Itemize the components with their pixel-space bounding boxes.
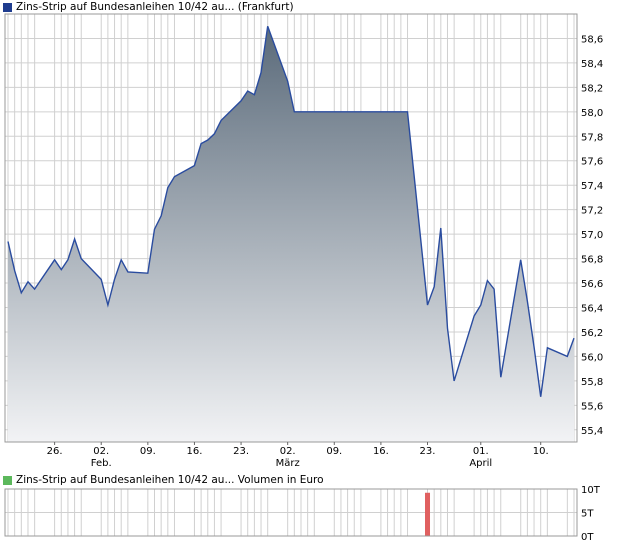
price-x-tick-label: 26. bbox=[47, 446, 63, 457]
price-y-tick-label: 58,2 bbox=[581, 83, 603, 94]
volume-legend-label: Zins-Strip auf Bundesanleihen 10/42 au..… bbox=[16, 474, 324, 486]
price-legend: Zins-Strip auf Bundesanleihen 10/42 au..… bbox=[3, 0, 294, 14]
price-y-tick-label: 58,6 bbox=[581, 34, 603, 45]
price-x-tick-label: 16. bbox=[373, 446, 389, 457]
price-y-tick-label: 57,6 bbox=[581, 157, 603, 168]
volume-y-axis: 10T 5T 0T bbox=[581, 485, 601, 543]
price-x-month-label: März bbox=[276, 458, 300, 469]
price-x-tick-label: 02. bbox=[93, 446, 109, 457]
volume-plot-frame bbox=[4, 488, 578, 537]
price-line bbox=[7, 25, 575, 397]
price-x-tick-label: 23. bbox=[233, 446, 249, 457]
price-y-tick-label: 56,0 bbox=[581, 352, 603, 363]
price-y-tick-label: 56,6 bbox=[581, 279, 603, 290]
price-y-tick-label: 56,4 bbox=[581, 303, 603, 314]
price-legend-swatch bbox=[3, 2, 12, 12]
price-y-tick-label: 57,8 bbox=[581, 132, 603, 143]
price-y-tick-label: 55,4 bbox=[581, 426, 603, 437]
volume-legend-swatch bbox=[3, 475, 12, 485]
volume-gridlines bbox=[5, 488, 577, 537]
price-y-axis: 58,6 58,4 58,2 58,0 57,8 57,6 57,4 57,2 57,0 56,8… bbox=[581, 34, 603, 436]
price-y-tick-label: 56,2 bbox=[581, 328, 603, 339]
price-y-tick-label: 57,4 bbox=[581, 181, 603, 192]
price-y-tick-label: 57,0 bbox=[581, 230, 603, 241]
volume-y-tick-label: 5T bbox=[581, 509, 594, 520]
price-y-tick-label: 58,4 bbox=[581, 59, 603, 70]
volume-bar bbox=[425, 492, 431, 536]
price-y-tick-label: 55,6 bbox=[581, 401, 603, 412]
price-x-tick-label: 09. bbox=[140, 446, 156, 457]
volume-y-tick-label: 10T bbox=[581, 485, 601, 496]
price-x-tick-label: 10. bbox=[533, 446, 549, 457]
price-area bbox=[8, 26, 574, 442]
price-y-tick-label: 55,8 bbox=[581, 377, 603, 388]
price-x-tick-label: 23. bbox=[420, 446, 436, 457]
volume-bars bbox=[425, 492, 431, 536]
price-x-tick-label: 01. bbox=[473, 446, 489, 457]
price-legend-label: Zins-Strip auf Bundesanleihen 10/42 au..… bbox=[16, 1, 294, 13]
price-x-tick-label: 02. bbox=[280, 446, 296, 457]
volume-legend: Zins-Strip auf Bundesanleihen 10/42 au..… bbox=[3, 473, 324, 487]
volume-y-tick-label: 0T bbox=[581, 532, 594, 543]
price-x-tick-label: 16. bbox=[186, 446, 202, 457]
price-x-month-label: April bbox=[469, 458, 492, 469]
price-y-tick-label: 56,8 bbox=[581, 255, 603, 266]
price-y-tick-label: 57,2 bbox=[581, 206, 603, 217]
price-y-tick-label: 58,0 bbox=[581, 108, 603, 119]
price-plot-frame bbox=[4, 13, 578, 443]
price-x-month-label: Feb. bbox=[91, 458, 112, 469]
price-x-tick-label: 09. bbox=[326, 446, 342, 457]
